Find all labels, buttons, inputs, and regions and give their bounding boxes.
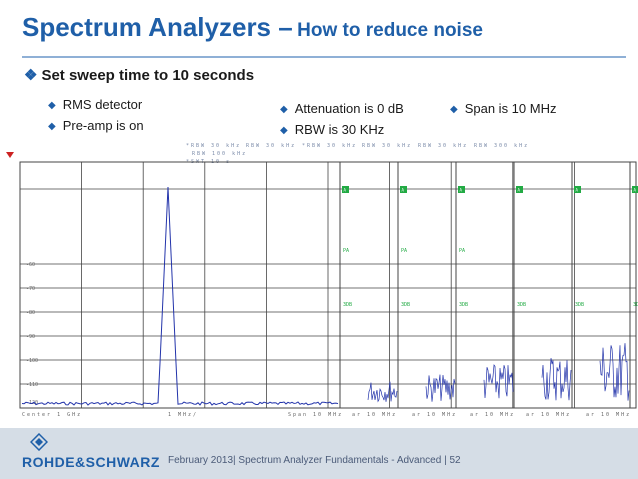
bullet-rms: ◆ RMS detector — [48, 97, 142, 112]
spectrum-display: A PA 3DB A PA 3DB A PA 3DB A 3DB A 3DB A 3DB -60 -70 -80… — [6, 152, 638, 418]
footer-text: February 2013| Spectrum Analyzer Fundame… — [168, 455, 461, 466]
overlay-panels: A PA 3DB A PA 3DB A PA 3DB A 3DB A 3DB A 3DB — [339, 162, 638, 408]
panel-3db-label: 3DB — [459, 302, 468, 308]
bullet-text: Attenuation is 0 dB — [294, 101, 404, 116]
bottom-label: Span 10 MHz — [288, 412, 343, 418]
bullet-span: ◆ Span is 10 MHz — [450, 101, 556, 116]
panel-badge — [574, 186, 581, 193]
panel-noise-trace — [483, 364, 514, 399]
slide-title: Spectrum Analyzers – How to reduce noise — [22, 12, 483, 43]
panel-badge-label: A — [460, 188, 463, 193]
panel-badge-label: A — [634, 188, 637, 193]
footer-bar — [0, 428, 638, 479]
diamond-icon: ◆ — [280, 125, 288, 136]
hdr-rbw-5: RBW 30 kHz — [418, 143, 469, 149]
diamond-icon: ◆ — [450, 104, 458, 115]
panel-noise-trace — [599, 343, 630, 401]
rs-marker-icon — [6, 152, 14, 158]
title-sub: How to reduce noise — [297, 20, 483, 41]
bullet-text: RMS detector — [62, 97, 143, 112]
title-main: Spectrum Analyzers – — [22, 12, 293, 42]
bottom-label: ar 10 MHz — [412, 412, 457, 418]
diamond-icon: ◆ — [48, 100, 56, 111]
panel-badge-label: A — [576, 188, 579, 193]
panel-pa-label: PA — [343, 248, 349, 254]
rs-logo-icon — [30, 433, 48, 451]
bullet-text: RBW is 30 KHz — [294, 122, 385, 137]
panel-3db-label: 3DB — [401, 302, 410, 308]
level-label: -100 — [26, 358, 38, 364]
bullet-preamp: ◆ Pre-amp is on — [48, 118, 144, 133]
panel-pa-label: PA — [459, 248, 465, 254]
panel-3db-label: 3DB — [517, 302, 526, 308]
level-label: -110 — [26, 382, 38, 388]
level-label: -80 — [26, 310, 35, 316]
panel-badge-label: A — [518, 188, 521, 193]
bottom-label: ar 10 MHz — [526, 412, 571, 418]
bottom-label: ar 10 MHz — [586, 412, 631, 418]
bullet-rbw: ◆ RBW is 30 KHz — [280, 122, 384, 137]
title-divider — [22, 56, 626, 58]
hdr-rbw-4: RBW 30 kHz — [362, 143, 413, 149]
hdr-rbw-6: RBW 300 kHz — [474, 143, 530, 149]
main-bullet: ❖ Set sweep time to 10 seconds — [24, 66, 254, 84]
hdr-rbw-1: *RBW 30 kHz — [186, 143, 242, 149]
panel-3db-label: 3DB — [633, 302, 638, 308]
hdr-rbw-3: *RBW 30 kHz — [302, 143, 358, 149]
diamond-icon: ◆ — [48, 121, 56, 132]
panel-3db-label: 3DB — [575, 302, 584, 308]
bottom-label: Center 1 GHz — [22, 412, 82, 418]
bullet-attenuation: ◆ Attenuation is 0 dB — [280, 101, 404, 116]
panel-badge — [516, 186, 523, 193]
spectrum-grid — [19, 161, 637, 409]
panel-3db-label: 3DB — [343, 302, 352, 308]
panel-pa-label: PA — [401, 248, 407, 254]
panel-badge — [632, 186, 638, 193]
panel-badge — [342, 186, 349, 193]
footer-logo: ROHDE&SCHWARZ — [22, 454, 160, 470]
diamond-bullet-icon: ❖ — [24, 67, 38, 84]
bottom-label: ar 10 MHz — [352, 412, 397, 418]
panel-badge — [400, 186, 407, 193]
bullet-text: Span is 10 MHz — [464, 101, 557, 116]
panel-noise-trace — [367, 381, 398, 403]
bottom-label: ar 10 MHz — [470, 412, 515, 418]
level-label: -70 — [26, 286, 35, 292]
hdr-rbw-row2: RBW 100 kHz — [192, 151, 248, 157]
level-label: -90 — [26, 334, 35, 340]
bullet-text: Pre-amp is on — [62, 118, 144, 133]
main-bullet-text: Set sweep time to 10 seconds — [41, 67, 255, 84]
panel-noise-trace — [541, 358, 572, 401]
panel-badge-label: A — [344, 188, 347, 193]
hdr-rbw-2: RBW 30 kHz — [246, 143, 297, 149]
panel-badge-label: A — [402, 188, 405, 193]
main-spectrum-trace — [21, 186, 339, 406]
bottom-label: 1 MHz/ — [168, 412, 198, 418]
diamond-icon: ◆ — [280, 104, 288, 115]
panel-noise-trace — [425, 374, 456, 402]
level-label: -60 — [26, 262, 35, 268]
panel-badge — [458, 186, 465, 193]
